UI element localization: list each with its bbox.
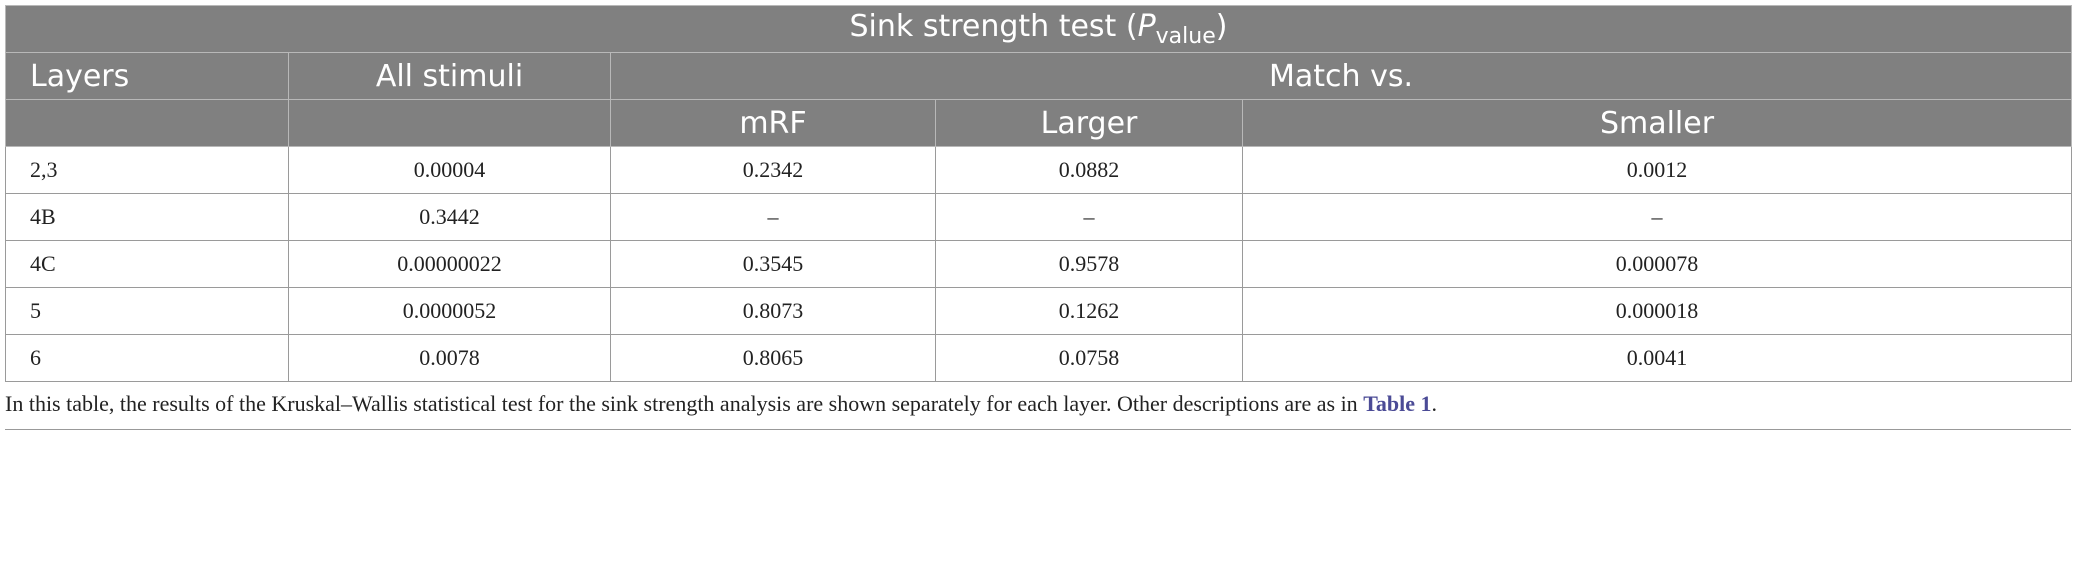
table-wrap: Sink strength test (Pvalue) Layers All s…	[5, 5, 2072, 382]
header-cell: Smaller	[1242, 99, 2072, 147]
table-row: 2,3 0.00004 0.2342 0.0882 0.0012	[5, 146, 2072, 194]
table-row: 4C 0.00000022 0.3545 0.9578 0.000078	[5, 240, 2072, 288]
table-cell: 0.9578	[935, 240, 1243, 288]
table-body: 2,3 0.00004 0.2342 0.0882 0.0012 4B 0.3442– – –4…	[5, 146, 2072, 382]
caption-text: In this table, the results of the Kruska…	[5, 391, 1364, 416]
header-cell: mRF	[610, 99, 936, 147]
header-cell	[288, 99, 611, 147]
subheader-row: mRF Larger Smaller	[5, 99, 2072, 147]
rule	[5, 429, 2071, 430]
table-cell: 0.0000052	[288, 287, 611, 335]
table-cell: 0.0041	[1242, 334, 2072, 382]
title-row: Sink strength test (Pvalue)	[5, 5, 2072, 53]
title-var: P	[1137, 9, 1156, 44]
table-cell: –	[935, 193, 1243, 241]
header-cell: Match vs.	[610, 52, 2072, 100]
table-cell: 0.0758	[935, 334, 1243, 382]
table-title: Sink strength test (Pvalue)	[5, 5, 2072, 53]
header-cell: Larger	[935, 99, 1243, 147]
table-cell: 2,3	[5, 146, 289, 194]
table-head: Sink strength test (Pvalue) Layers All s…	[5, 5, 2072, 147]
table-cell: 6	[5, 334, 289, 382]
table-cell: 0.3442	[288, 193, 611, 241]
table-cell: 0.000018	[1242, 287, 2072, 335]
table-cell: 0.8065	[610, 334, 936, 382]
table-cell: 0.8073	[610, 287, 936, 335]
caption: In this table, the results of the Kruska…	[5, 391, 1437, 417]
title-text: Sink strength test (	[849, 9, 1138, 44]
table-cell: –	[1242, 193, 2072, 241]
header-cell	[5, 99, 289, 147]
table-cell: 0.0012	[1242, 146, 2072, 194]
table-cell: 0.000078	[1242, 240, 2072, 288]
title-sub: value	[1155, 24, 1216, 49]
table-cell: 0.0882	[935, 146, 1243, 194]
table-cell: 0.3545	[610, 240, 936, 288]
table-cell: 4C	[5, 240, 289, 288]
title-close: )	[1215, 9, 1228, 44]
table-cell: 5	[5, 287, 289, 335]
table-row: 6 0.0078 0.8065 0.0758 0.0041	[5, 334, 2072, 382]
header-row: Layers All stimuli Match vs.	[5, 52, 2072, 100]
caption-link[interactable]: Table 1	[1363, 391, 1432, 416]
table-cell: 0.1262	[935, 287, 1243, 335]
header-cell: All stimuli	[288, 52, 611, 100]
table-cell: –	[610, 193, 936, 241]
header-cell: Layers	[5, 52, 289, 100]
table: Sink strength test (Pvalue) Layers All s…	[5, 5, 2072, 382]
caption-end: .	[1431, 391, 1437, 416]
table-cell: 0.0078	[288, 334, 611, 382]
table-cell: 4B	[5, 193, 289, 241]
table-row: 4B 0.3442– – –	[5, 193, 2072, 241]
table-row: 5 0.0000052 0.8073 0.1262 0.000018	[5, 287, 2072, 335]
table-cell: 0.00004	[288, 146, 611, 194]
table-cell: 0.2342	[610, 146, 936, 194]
table-cell: 0.00000022	[288, 240, 611, 288]
